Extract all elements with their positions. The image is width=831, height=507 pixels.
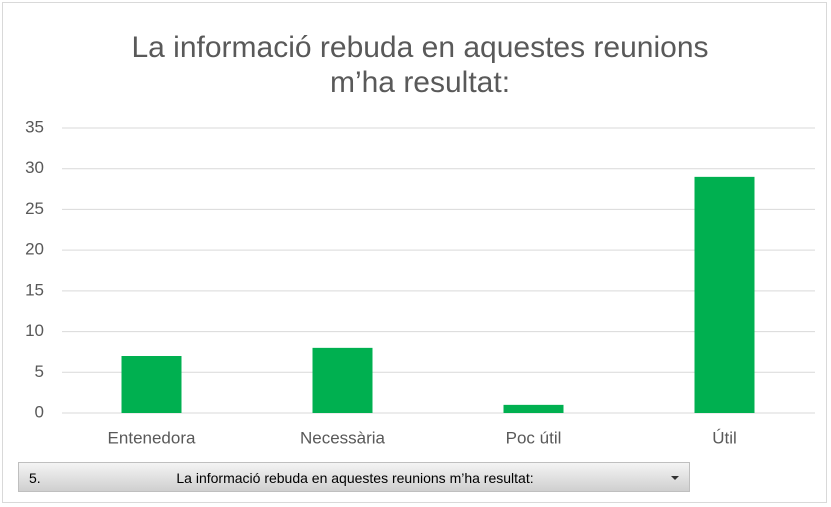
y-tick-label: 35: [25, 117, 44, 136]
y-tick-label: 20: [25, 240, 44, 259]
y-tick-label: 15: [25, 280, 44, 299]
bar: [121, 356, 182, 413]
x-tick-label: Poc útil: [506, 428, 562, 447]
dropdown-arrow[interactable]: [671, 476, 679, 480]
x-tick-label: Entenedora: [108, 428, 196, 447]
filter-label: La informació rebuda en aquestes reunion…: [176, 470, 534, 486]
y-tick-label: 10: [25, 321, 44, 340]
y-tick-label: 25: [25, 199, 44, 218]
y-tick-label: 30: [25, 158, 44, 177]
bar: [694, 176, 755, 413]
filter-number: 5.: [29, 470, 41, 486]
bar: [503, 404, 564, 413]
x-tick-label: Útil: [712, 428, 737, 447]
bar: [312, 347, 373, 413]
y-tick-label: 0: [35, 402, 44, 421]
chart-title: La informació rebuda en aquestes reunion…: [131, 31, 709, 99]
filter-dropdown[interactable]: 5. La informació rebuda en aquestes reun…: [18, 462, 690, 492]
x-tick-label: Necessària: [300, 428, 386, 447]
y-tick-label: 5: [35, 362, 44, 381]
